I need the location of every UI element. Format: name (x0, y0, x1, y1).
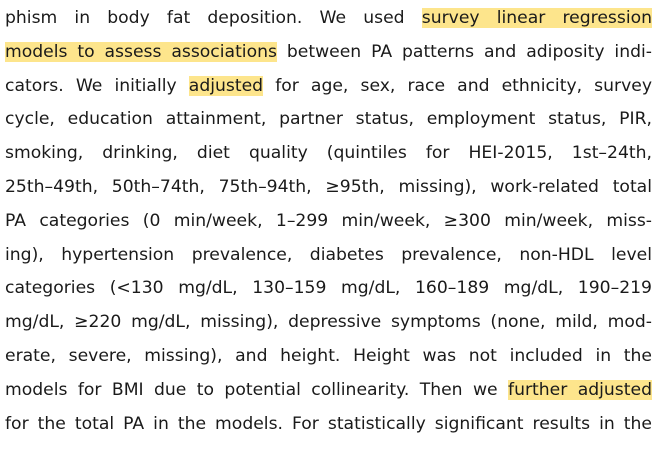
text-line: erate, severe, missing), and height. Hei… (5, 341, 652, 371)
highlighted-text: further adjusted (508, 379, 652, 400)
text-segment: categories (<130 mg/dL, 130–159 mg/dL, 1… (5, 278, 652, 299)
text-line: categories (<130 mg/dL, 130–159 mg/dL, 1… (5, 273, 652, 303)
text-segment: phism in body fat deposition. We used (5, 8, 422, 28)
text-line: smoking, drinking, diet quality (quintil… (5, 138, 652, 168)
highlighted-text: survey linear regression (421, 8, 653, 28)
text-line: phism in body fat deposition. We used su… (5, 3, 653, 33)
text-line: models for BMI due to potential collinea… (5, 375, 652, 405)
text-segment: ing), hypertension prevalence, diabetes … (5, 244, 652, 265)
text-segment: for the total PA in the models. For stat… (5, 413, 652, 434)
text-line: models to assess associations between PA… (5, 37, 652, 67)
text-segment: cycle, education attainment, partner sta… (5, 109, 652, 130)
text-segment: 25th–49th, 50th–74th, 75th–94th, ≥95th, … (5, 177, 652, 197)
text-line: cators. We initially adjusted for age, s… (5, 71, 652, 101)
text-segment: for age, sex, race and ethnicity, survey (263, 75, 653, 96)
highlighted-text: models to assess associations (5, 41, 277, 62)
text-segment: mg/dL, ≥220 mg/dL, missing), depressive … (5, 312, 652, 333)
text-line: mg/dL, ≥220 mg/dL, missing), depressive … (5, 307, 652, 337)
text-segment: models for BMI due to potential collinea… (5, 379, 509, 400)
highlighted-text: adjusted (188, 75, 264, 96)
text-line: for the total PA in the models. For stat… (5, 409, 652, 439)
text-segment: PA categories (0 min/week, 1–299 min/wee… (5, 210, 652, 231)
text-segment: erate, severe, missing), and height. Hei… (5, 346, 652, 366)
text-line: PA categories (0 min/week, 1–299 min/wee… (5, 206, 652, 236)
text-segment: smoking, drinking, diet quality (quintil… (5, 143, 652, 164)
text-line: cycle, education attainment, partner sta… (5, 104, 652, 134)
text-segment: between PA patterns and adiposity indi- (276, 41, 652, 62)
text-line: ing), hypertension prevalence, diabetes … (5, 240, 652, 270)
text-line: 25th–49th, 50th–74th, 75th–94th, ≥95th, … (5, 172, 652, 202)
text-segment: cators. We initially (5, 75, 189, 96)
